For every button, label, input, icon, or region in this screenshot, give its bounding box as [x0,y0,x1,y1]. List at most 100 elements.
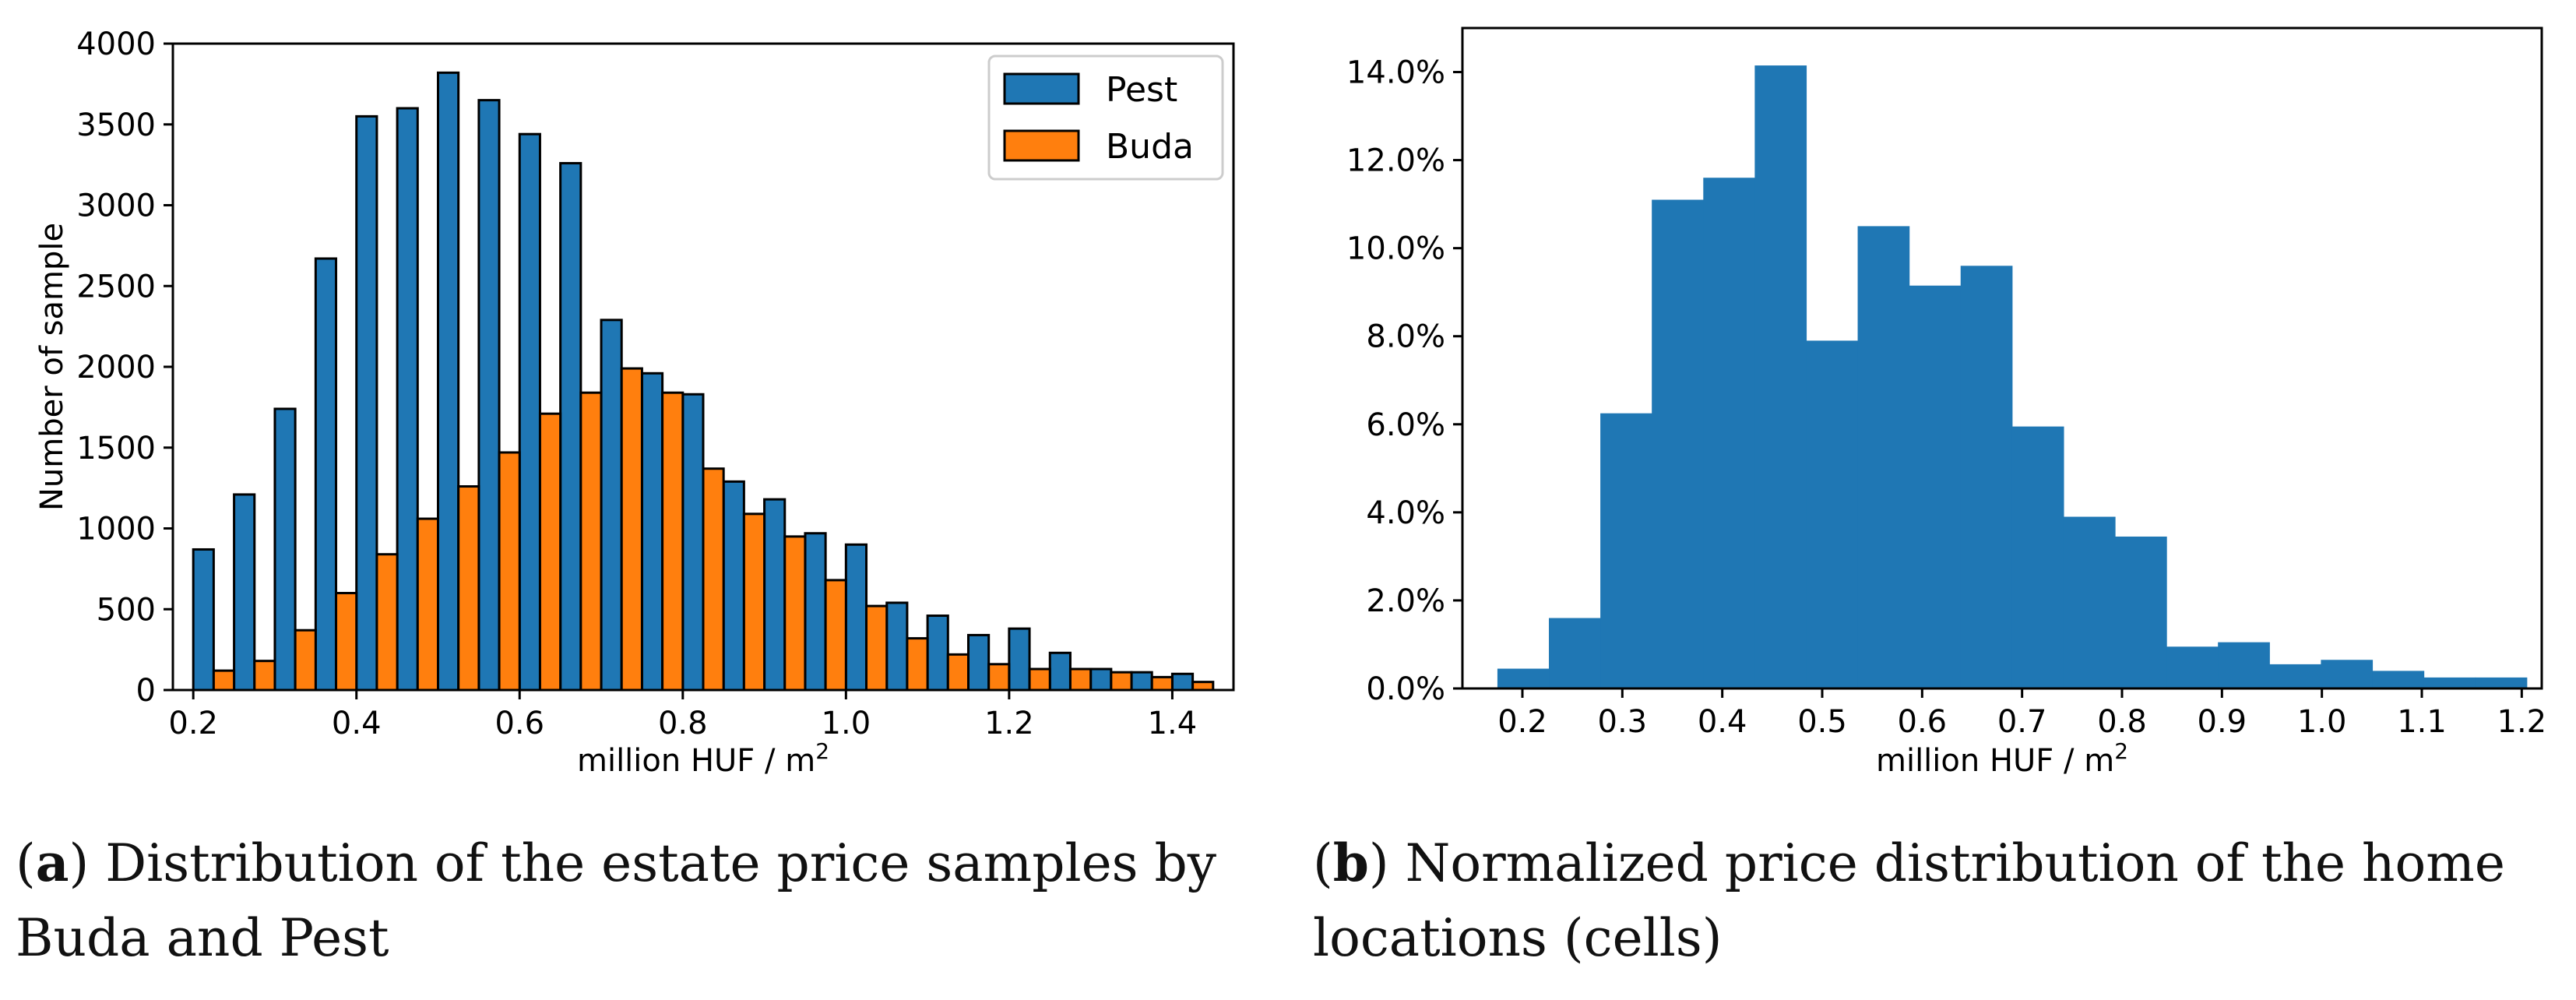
y-tick-label: 3500 [76,107,156,143]
y-tick-label: 8.0% [1366,319,1445,355]
histogram-bar [2423,677,2476,688]
histogram-bar [2475,677,2528,688]
y-tick-label: 2.0% [1366,583,1445,619]
histogram-bar [2321,660,2374,688]
chart-a-x-label: million HUF / m2 [577,738,829,779]
x-tick-label: 1.0 [2297,704,2347,740]
bar-buda [212,669,236,692]
bar-buda [783,535,807,692]
bar-pest [355,114,378,692]
chart-a: 0.2 0.4 0.6 0.8 1.0 1.2 1.4 0 500 1000 1500 2000 25… [34,26,1235,779]
histogram-bar [1652,199,1704,689]
histogram-bar [2166,646,2219,688]
y-tick-label: 12.0% [1346,143,1445,179]
bar-pest [804,532,827,692]
x-tick-label: 0.8 [658,706,708,741]
bar-pest [559,162,582,692]
chart-b-x-label: million HUF / m2 [1876,738,2128,779]
bar-buda [1068,667,1093,692]
histogram-bar [2115,536,2167,688]
bar-buda [742,512,766,692]
y-tick-label: 2000 [76,350,156,386]
histogram-bar [2063,516,2116,688]
x-tick-label: 0.6 [494,706,544,741]
histogram-bar [2011,426,2064,688]
chart-b-bars [1497,65,2528,689]
x-tick-label: 0.2 [1497,704,1547,740]
bar-buda [620,367,643,692]
chart-a-legend: Pest Buda [987,55,1224,181]
caption-a-tag: a [35,833,69,893]
bar-buda [538,412,562,692]
bar-pest [233,493,256,692]
chart-b-frame [1461,26,2543,690]
y-tick-label: 500 [97,592,156,628]
y-tick-label: 0 [136,673,156,709]
bar-buda [498,451,521,692]
x-tick-label: 0.6 [1898,704,1948,740]
bar-buda [906,637,929,692]
bar-pest [1008,627,1031,692]
y-tick-label: 4.0% [1366,495,1445,531]
bar-pest [477,99,501,692]
histogram-bar [1857,226,1910,688]
bar-pest [192,548,215,692]
histogram-bar [1549,618,1601,688]
histogram-bar [1806,340,1859,688]
histogram-bar [2372,671,2425,688]
x-tick-label: 0.8 [2097,704,2147,740]
y-tick-label: 4000 [76,26,156,62]
chart-a-bars [192,71,1215,692]
y-tick-label: 1500 [76,431,156,467]
chart-a-x-axis: 0.2 0.4 0.6 0.8 1.0 1.2 1.4 [168,690,1197,741]
bar-pest [1048,651,1072,692]
x-tick-label: 1.4 [1148,706,1198,741]
bar-buda [457,485,480,692]
bar-buda [416,517,439,692]
bar-buda [375,553,399,692]
y-tick-label: 0.0% [1366,671,1445,707]
x-tick-label: 1.0 [822,706,871,741]
bar-pest [926,614,949,692]
x-tick-label: 0.2 [168,706,218,741]
bar-pest [600,319,623,692]
bar-buda [702,467,725,692]
legend-label-buda: Buda [1106,127,1194,167]
histogram-bar [2269,664,2321,688]
y-tick-label: 3000 [76,188,156,224]
bar-pest [885,601,909,692]
chart-b-y-axis: 0.0% 2.0% 4.0% 6.0% 8.0% 10.0% 12.0% 14.0% [1346,55,1462,707]
bar-pest [681,393,705,692]
caption-b-tag: b [1332,833,1369,893]
bar-buda [946,653,970,692]
histogram-bar [1600,413,1652,688]
y-tick-label: 1000 [76,512,156,548]
bar-pest [640,371,664,692]
caption-b-line1: ) Normalized price distribution of the h… [1368,833,2505,893]
bar-pest [1130,671,1153,692]
y-tick-label: 10.0% [1346,231,1445,267]
y-tick-label: 2500 [76,269,156,305]
histogram-bar [1754,65,1807,688]
bar-buda [1150,675,1174,692]
bar-buda [1028,667,1051,692]
bar-pest [722,480,745,692]
bar-buda [579,391,603,692]
bar-buda [335,592,358,692]
x-tick-label: 0.3 [1598,704,1648,740]
bar-pest [967,633,991,692]
caption-a-line2: Buda and Pest [16,908,389,968]
x-tick-label: 0.7 [1997,704,2047,740]
bar-pest [1089,667,1113,692]
bar-pest [1170,672,1195,692]
histogram-bar [1497,668,1550,688]
caption-b: (b) Normalized price distribution of the… [1313,833,2505,968]
bar-buda [865,604,889,692]
x-tick-label: 1.1 [2397,704,2447,740]
bar-buda [661,391,684,692]
chart-a-y-axis: 0 500 1000 1500 2000 2500 3000 3500 4000 [76,26,173,709]
caption-b-line2: locations (cells) [1313,908,1723,968]
bar-buda [1191,681,1215,692]
chart-b: 0.2 0.3 0.4 0.5 0.6 0.7 0.8 0.9 1.0 1.1 1.2 0.0% 2.… [1346,26,2546,779]
